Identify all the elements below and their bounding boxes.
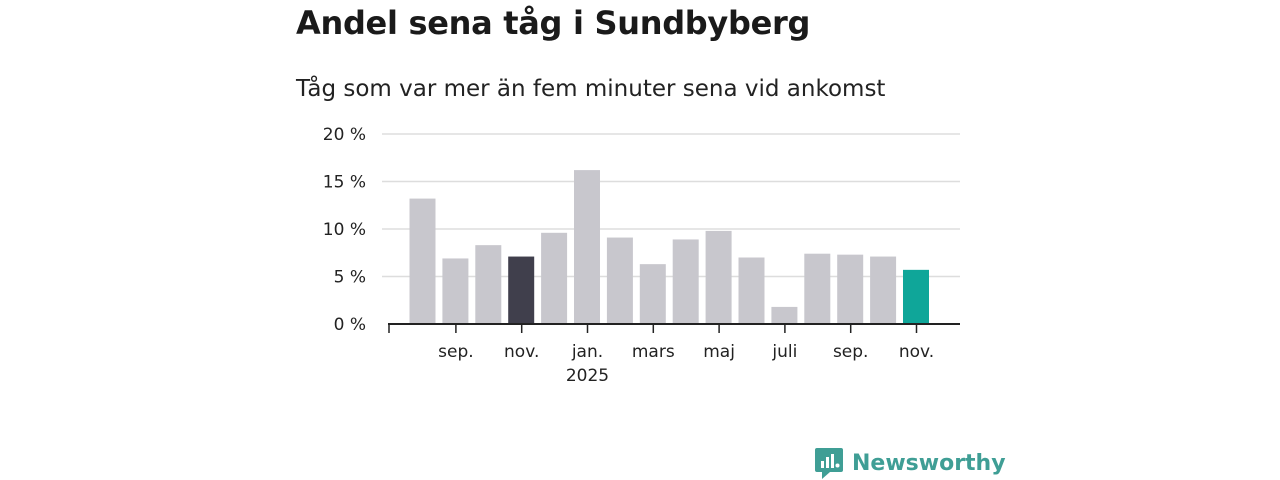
chart-subtitle: Tåg som var mer än fem minuter sena vid … xyxy=(296,76,886,102)
brand-name: Newsworthy xyxy=(852,450,1006,476)
bar xyxy=(541,232,568,324)
x-tick-label: sep. xyxy=(833,342,869,362)
bar xyxy=(442,258,469,324)
bar xyxy=(409,198,436,324)
bar xyxy=(738,257,765,324)
x-tick-label: nov. xyxy=(504,342,539,362)
y-tick-label: 0 % xyxy=(334,315,366,335)
x-tick-year-label: 2025 xyxy=(566,366,609,386)
bar xyxy=(672,239,699,324)
x-tick-label: sep. xyxy=(438,342,474,362)
newsworthy-logo-icon xyxy=(815,448,843,479)
bar xyxy=(475,245,502,324)
x-tick-label: maj xyxy=(703,342,735,362)
bar xyxy=(771,306,798,324)
brand-logo: Newsworthy xyxy=(814,446,1006,480)
y-tick-label: 20 % xyxy=(323,125,366,145)
x-tick-label: juli xyxy=(771,342,797,362)
bar xyxy=(903,269,929,324)
x-tick-label: nov. xyxy=(899,342,934,362)
bar xyxy=(508,256,535,324)
x-tick-label: mars xyxy=(632,342,675,362)
y-tick-label: 15 % xyxy=(323,173,366,193)
chart-title: Andel sena tåg i Sundbyberg xyxy=(296,4,811,42)
bar xyxy=(574,170,600,324)
bar xyxy=(639,264,666,324)
y-tick-label: 5 % xyxy=(334,268,366,288)
y-tick-label: 10 % xyxy=(323,220,366,240)
bar xyxy=(837,254,864,324)
bar xyxy=(870,256,897,324)
x-tick-label: jan. xyxy=(571,342,603,362)
bar xyxy=(606,237,633,324)
bar xyxy=(705,230,732,324)
bar xyxy=(804,253,831,324)
